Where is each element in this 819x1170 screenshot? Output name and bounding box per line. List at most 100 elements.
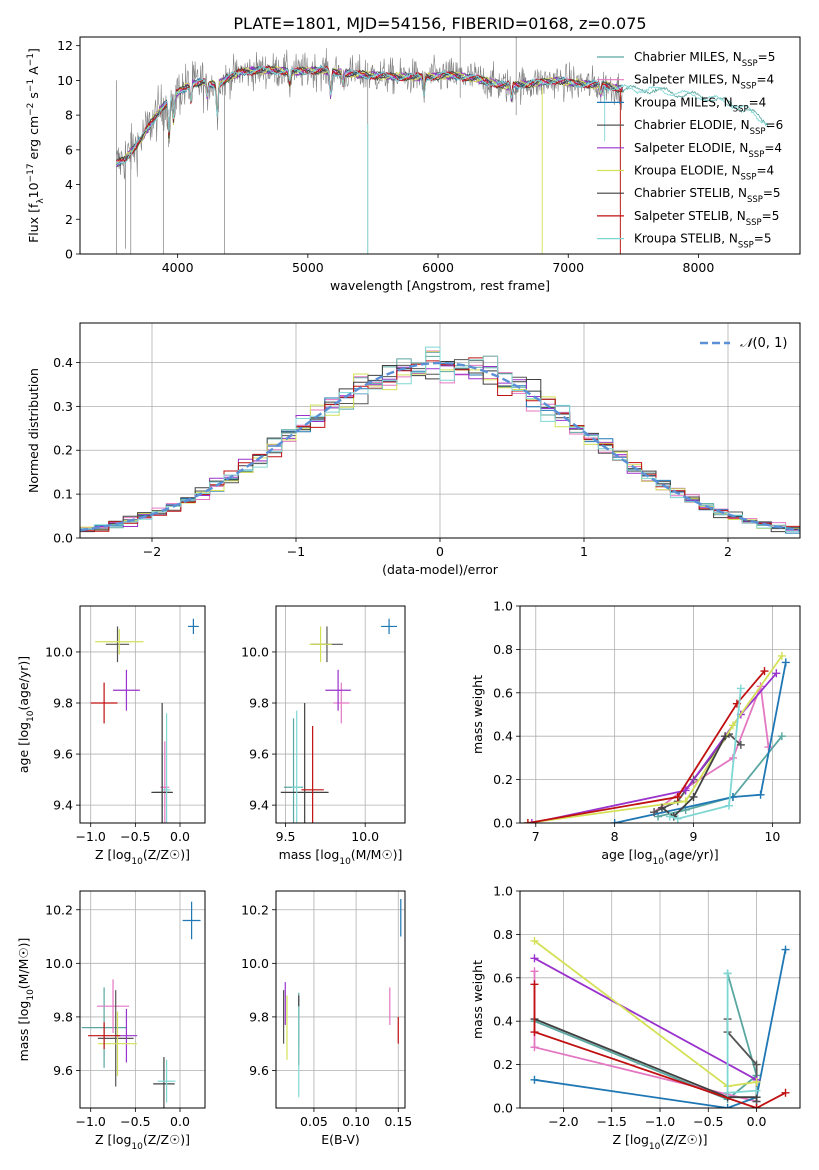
y-tick-label: 10.0 (241, 956, 269, 971)
y-tick-label: 9.6 (53, 1063, 73, 1078)
mass-weight-marker (681, 786, 690, 795)
x-tick-label: 0.10 (342, 1114, 370, 1129)
x-tick-label: 0.05 (300, 1114, 328, 1129)
mass-weight-marker (530, 1075, 539, 1084)
y-tick-label: 0.4 (53, 355, 73, 370)
x-tick-label: 0.0 (170, 1114, 190, 1129)
y-tick-label: 0.2 (53, 443, 73, 458)
y-tick-label: 0.2 (493, 1057, 513, 1072)
observed-spectrum-line (116, 48, 623, 180)
mass-weight-marker (530, 967, 539, 976)
mass-weight-marker (752, 1104, 761, 1108)
y-tick-label: 10.2 (241, 902, 269, 917)
x-axis-label: Z [log10(Z/Z☉)] (95, 1132, 190, 1152)
mass-weight-line-6 (661, 735, 726, 818)
y-tick-label: 9.4 (53, 798, 73, 813)
y-tick-label: 0.4 (493, 729, 513, 744)
y-tick-label: 9.8 (53, 1009, 73, 1024)
y-tick-label: 10.0 (45, 644, 73, 659)
y-tick-label: 0.8 (493, 927, 513, 942)
legend-label-7: Salpeter STELIB, NSSP=5 (634, 209, 779, 228)
y-tick-label: 6 (65, 142, 73, 157)
y-tick-label: 1.0 (493, 884, 513, 899)
x-axis-label: Z [log10(Z/Z☉)] (95, 847, 190, 867)
mass-weight-line-7 (527, 670, 766, 823)
mass-weight-line-7 (533, 984, 786, 1108)
legend-label-4: Salpeter ELODIE, NSSP=4 (634, 141, 782, 160)
y-tick-label: 10.2 (45, 902, 73, 917)
mass-weight-marker (527, 819, 536, 823)
axes-frame (79, 605, 206, 824)
y-axis-label: mass weight (470, 960, 485, 1039)
plot-area (81, 901, 201, 1108)
mass-weight-marker (772, 669, 781, 678)
legend-label-8: Kroupa STELIB, NSSP=5 (634, 232, 772, 251)
y-tick-label: 4 (65, 177, 73, 192)
legend-label-normal: 𝒩(0, 1) (740, 336, 787, 351)
plot-area (282, 899, 402, 1098)
mass-weight-marker (736, 684, 745, 693)
mass-weight-marker (752, 1086, 761, 1095)
y-tick-label: 9.8 (53, 696, 73, 711)
mass-weight-line-4 (534, 957, 758, 1081)
y-tick-label: 12 (57, 38, 73, 53)
x-tick-label: 9.5 (276, 829, 296, 844)
mass-weight-marker (781, 945, 790, 954)
x-tick-label: −1 (287, 544, 305, 559)
y-tick-label: 0.0 (493, 816, 513, 831)
y-axis-label: mass weight (470, 675, 485, 754)
axes-frame (519, 890, 801, 1109)
legend-label-6: Chabrier STELIB, NSSP=5 (634, 186, 781, 205)
x-tick-label: 2 (724, 544, 732, 559)
y-tick-label: 9.6 (53, 747, 73, 762)
mass-weight-vs-metallicity-panel: −2.0 −1.5 −1.0 −0.5 0.0 0.0 0.2 0.4 0.6 0.8 1.0 Z [… (470, 884, 801, 1152)
mass-weight-marker (760, 667, 769, 676)
axes-frame (79, 890, 206, 1109)
mass-weight-marker (736, 740, 745, 749)
plot-area (280, 618, 398, 823)
mass-weight-marker (530, 1028, 539, 1037)
mass-weight-marker (530, 1043, 539, 1052)
mass-weight-line-4 (531, 672, 777, 823)
x-tick-label: 1 (580, 544, 588, 559)
mass-weight-line-8 (669, 688, 742, 820)
y-tick-label: 0.0 (53, 531, 73, 546)
mass-weight-marker (723, 1104, 732, 1108)
residual-histogram-panel: −2 −1 0 1 2 0.0 0.1 0.2 0.3 0.4 (data-model)/error… (26, 322, 801, 577)
spectrum-panel: 4000 5000 6000 7000 8000 0 2 4 6 8 10 12 wavelength … (26, 36, 801, 293)
y-tick-label: 0.2 (493, 772, 513, 787)
x-tick-label: 8000 (683, 260, 715, 275)
model-spectrum-line-8 (116, 64, 769, 165)
age-vs-metallicity-panel: −1.0 −0.5 0.0 9.4 9.6 9.8 10.0 Z [log10(Z/Z☉)] a… (16, 605, 206, 867)
axes-frame (79, 36, 801, 255)
x-tick-label: −2 (143, 544, 161, 559)
mass-weight-marker (723, 969, 732, 978)
mass-weight-marker (756, 790, 765, 799)
x-tick-label: 5000 (292, 260, 324, 275)
y-tick-label: 10 (57, 73, 73, 88)
y-tick-label: 2 (65, 212, 73, 227)
mass-weight-marker (530, 980, 539, 989)
mass-weight-line-5 (527, 655, 783, 823)
residual-y-axis-label: Normed distribution (26, 368, 41, 493)
y-tick-label: 9.6 (249, 747, 269, 762)
normal-reference-curve (80, 361, 800, 532)
y-tick-label: 0.3 (53, 399, 73, 414)
x-tick-label: 8 (611, 829, 619, 844)
x-tick-label: 0 (436, 544, 444, 559)
y-tick-label: 0 (65, 247, 73, 262)
y-tick-label: 10.0 (45, 956, 73, 971)
mass-weight-marker (657, 803, 666, 812)
y-axis-label: age [log10(age/yr)] (16, 656, 36, 773)
x-axis-label: mass [log10(M/M☉)] (279, 847, 403, 867)
mass-weight-line-2 (614, 662, 787, 823)
x-tick-label: 10.0 (351, 829, 379, 844)
mass-weight-marker (781, 1088, 790, 1097)
axes-frame (519, 605, 801, 824)
axes-frame (275, 605, 406, 824)
x-tick-label: 7 (532, 829, 540, 844)
plot-area (90, 618, 199, 823)
model-spectrum-line-6 (116, 64, 624, 161)
mass-weight-vs-age-panel: 7 8 9 10 0.0 0.2 0.4 0.6 0.8 1.0 age [log10(age/yr… (470, 599, 801, 867)
